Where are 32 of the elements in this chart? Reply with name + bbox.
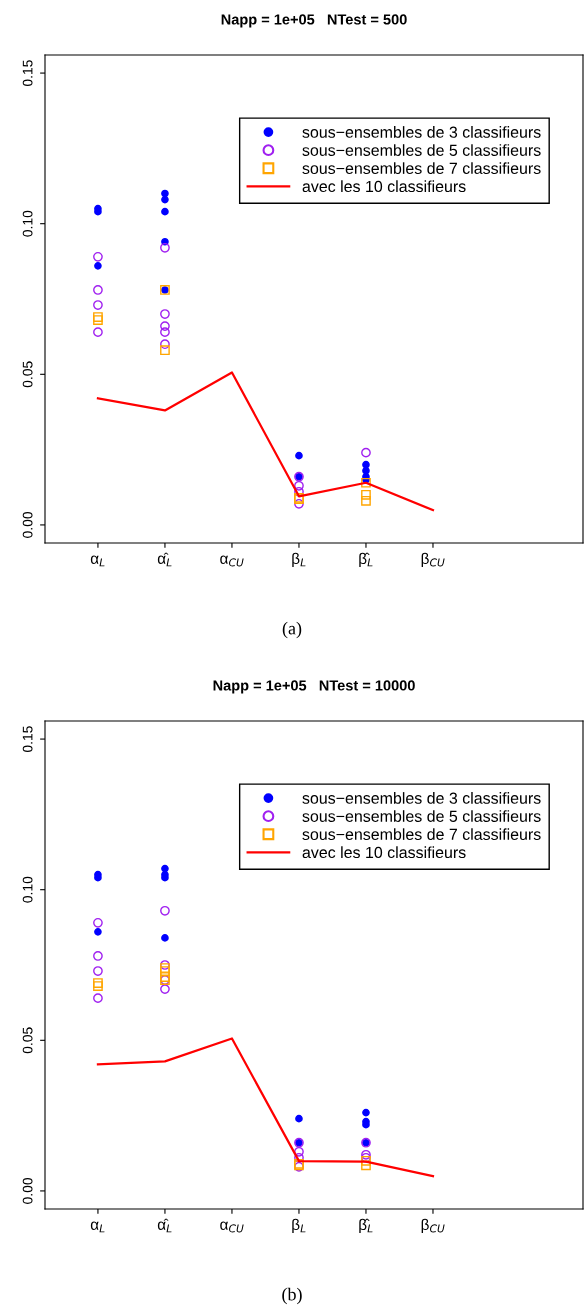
legend-label: sous−ensembles de 7 classifieurs <box>302 828 541 841</box>
x-tick-label: β$_{CU}$ <box>421 1218 445 1233</box>
y-tick-label: 0.05 <box>22 361 33 388</box>
text: (b) <box>282 1287 302 1305</box>
x-tick-label: α$_{L}$ <box>90 555 105 567</box>
x-tick-label: α̂$_{L}$ <box>157 552 172 567</box>
y-tick-label: 0.05 <box>22 1027 33 1054</box>
y-tick-label: 0.00 <box>22 1177 33 1204</box>
x-tick-label: α$_{CU}$ <box>220 1221 244 1233</box>
legend-label: avec les 10 classifieurs <box>302 180 466 193</box>
x-tick-label: β$_{L}$ <box>292 552 306 567</box>
x-tick-label: β̂$_{L}$ <box>359 1218 373 1234</box>
x-tick-label: α̂$_{L}$ <box>157 1218 172 1233</box>
legend-label: sous−ensembles de 5 classifieurs <box>302 144 541 156</box>
legend-label: sous−ensembles de 5 classifieurs <box>302 810 541 822</box>
y-tick-label: 0.15 <box>22 726 33 753</box>
legend-label: sous−ensembles de 3 classifieurs <box>302 792 541 804</box>
legend-label: avec les 10 classifieurs <box>302 846 466 859</box>
x-tick-label: β̂$_{L}$ <box>359 552 373 568</box>
x-tick-label: α$_{L}$ <box>90 1221 105 1233</box>
x-tick-label: β$_{L}$ <box>292 1218 306 1233</box>
y-tick-label: 0.10 <box>22 876 33 903</box>
legend-label: sous−ensembles de 7 classifieurs <box>302 162 541 175</box>
x-tick-label: α$_{CU}$ <box>220 555 244 567</box>
y-tick-label: 0.15 <box>22 60 33 87</box>
y-tick-label: 0.10 <box>22 210 33 237</box>
text: (a) <box>282 621 302 639</box>
chart-title: Napp = 1e+05 NTest = 10000 <box>213 680 415 694</box>
y-tick-label: 0.00 <box>22 511 33 538</box>
legend-label: sous−ensembles de 3 classifieurs <box>302 126 541 138</box>
chart-title: Napp = 1e+05 NTest = 500 <box>221 14 407 28</box>
x-tick-label: β$_{CU}$ <box>421 552 445 567</box>
